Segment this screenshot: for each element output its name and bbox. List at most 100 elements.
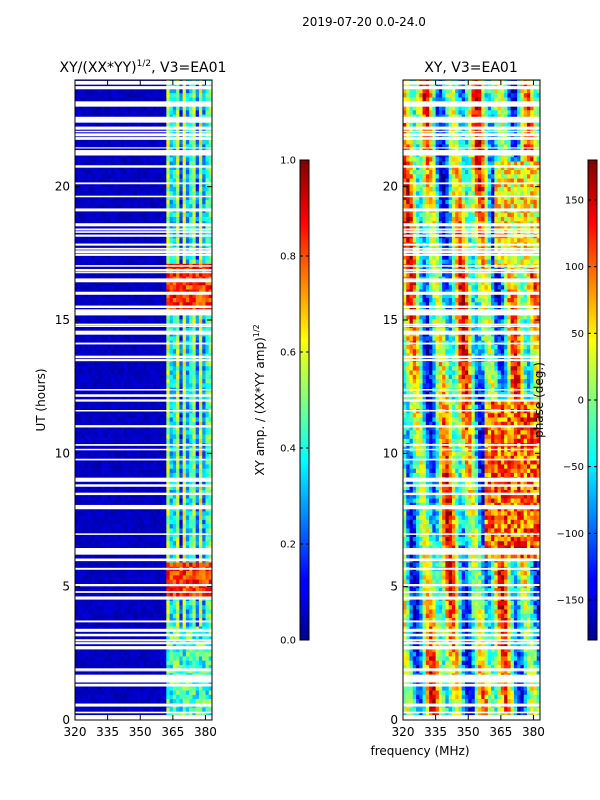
- heatmap-cell: [107, 404, 112, 409]
- heatmap-cell: [172, 489, 177, 495]
- heatmap-cell: [88, 429, 92, 435]
- heatmap-cell: [94, 404, 99, 409]
- heatmap-cell: [107, 314, 112, 320]
- heatmap-cell: [198, 498, 203, 503]
- heatmap-cell: [140, 272, 144, 277]
- heatmap-cell: [169, 634, 174, 640]
- heatmap-cell: [120, 489, 125, 495]
- heatmap-cell: [110, 297, 115, 303]
- heatmap-cell: [198, 272, 203, 277]
- heatmap-cell: [182, 651, 187, 657]
- heatmap-cell: [123, 417, 128, 422]
- heatmap-cell: [78, 536, 82, 542]
- heatmap-cell: [176, 621, 180, 627]
- heatmap-cell: [146, 711, 151, 717]
- heatmap-cell: [120, 485, 125, 490]
- heatmap-cell: [153, 528, 157, 533]
- heatmap-cell: [75, 634, 79, 640]
- heatmap-cell: [88, 528, 92, 533]
- heatmap-cell: [163, 421, 167, 426]
- heatmap-cell: [169, 694, 174, 700]
- heatmap-cell: [114, 515, 118, 520]
- heatmap-cell: [110, 237, 115, 243]
- heatmap-cell: [202, 314, 206, 320]
- heatmap-cell: [208, 289, 212, 294]
- heatmap-cell: [120, 365, 125, 371]
- heatmap-cell: [202, 600, 206, 606]
- heatmap-cell: [143, 574, 148, 580]
- heatmap-cell: [163, 685, 167, 691]
- heatmap-cell: [172, 617, 177, 623]
- heatmap-cell: [75, 528, 79, 533]
- heatmap-cell: [205, 318, 210, 324]
- heatmap-cell: [169, 489, 174, 495]
- heatmap-cell: [117, 429, 122, 435]
- heatmap-cell: [159, 272, 164, 277]
- heatmap-cell: [153, 592, 157, 597]
- heatmap-cell: [150, 545, 154, 550]
- heatmap-cell: [107, 664, 112, 670]
- heatmap-cell: [195, 515, 200, 520]
- heatmap-cell: [198, 318, 203, 324]
- heatmap-cell: [117, 643, 122, 648]
- heatmap-cell: [156, 600, 161, 606]
- heatmap-cell: [202, 361, 206, 367]
- heatmap-cell: [75, 515, 79, 520]
- heatmap-cell: [136, 220, 141, 226]
- heatmap-cell: [179, 301, 184, 307]
- heatmap-cell: [97, 502, 102, 508]
- heatmap-cell: [205, 400, 210, 405]
- heatmap-cell: [110, 515, 115, 520]
- heatmap-cell: [189, 289, 193, 294]
- heatmap-cell: [146, 647, 151, 653]
- heatmap-cell: [185, 553, 190, 559]
- heatmap-cell: [176, 289, 180, 294]
- heatmap-cell: [81, 579, 86, 584]
- heatmap-cell: [107, 434, 112, 439]
- heatmap-cell: [97, 630, 102, 636]
- heatmap-cell: [88, 489, 92, 495]
- heatmap-cell: [182, 528, 187, 533]
- heatmap-cell: [123, 378, 128, 384]
- heatmap-cell: [169, 216, 174, 222]
- heatmap-cell: [179, 412, 184, 418]
- heatmap-cell: [189, 493, 193, 499]
- heatmap-cell: [97, 365, 102, 371]
- heatmap-cell: [205, 391, 210, 397]
- heatmap-cell: [107, 609, 112, 614]
- heatmap-cell: [127, 429, 131, 435]
- heatmap-cell: [205, 540, 210, 546]
- heatmap-cell: [133, 481, 138, 486]
- heatmap-cell: [198, 647, 203, 653]
- heatmap-cell: [195, 259, 200, 264]
- heatmap-cell: [169, 647, 174, 653]
- heatmap-cell: [136, 254, 141, 260]
- heatmap-cell: [78, 694, 82, 700]
- heatmap-cell: [159, 284, 164, 290]
- heatmap-cell: [75, 690, 79, 695]
- heatmap-cell: [94, 515, 99, 520]
- heatmap-cell: [136, 707, 141, 712]
- heatmap-cell: [205, 220, 210, 226]
- heatmap-cell: [166, 592, 170, 597]
- heatmap-cell: [189, 690, 193, 695]
- heatmap-cell: [182, 690, 187, 695]
- heatmap-cell: [114, 698, 118, 704]
- heatmap-cell: [192, 579, 197, 584]
- heatmap-cell: [114, 225, 118, 230]
- heatmap-cell: [91, 425, 95, 431]
- heatmap-cell: [150, 647, 154, 653]
- heatmap-cell: [136, 690, 141, 695]
- heatmap-cell: [114, 400, 118, 405]
- heatmap-cell: [156, 370, 161, 375]
- heatmap-cell: [208, 694, 212, 700]
- heatmap-cell: [104, 284, 109, 290]
- heatmap-cell: [117, 370, 122, 375]
- heatmap-cell: [163, 306, 167, 311]
- heatmap-cell: [78, 361, 82, 367]
- heatmap-cell: [172, 404, 177, 409]
- heatmap-cell: [110, 604, 115, 610]
- heatmap-cell: [159, 314, 164, 320]
- heatmap-cell: [140, 237, 144, 243]
- heatmap-cell: [123, 327, 128, 333]
